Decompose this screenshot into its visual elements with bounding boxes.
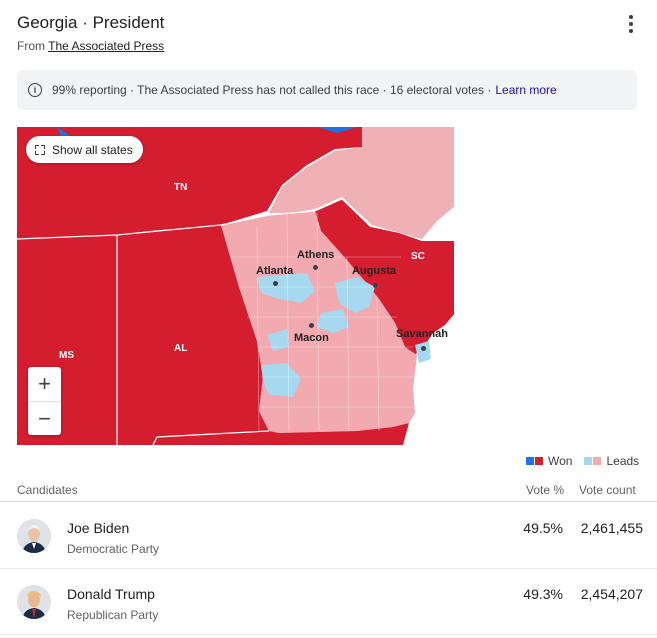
zoom-controls: + − — [28, 367, 61, 435]
legend-dem-leads-swatch — [584, 457, 593, 465]
vote-pct: 49.3% — [523, 586, 563, 602]
legend-leads-label: Leads — [606, 454, 640, 468]
source-link[interactable]: The Associated Press — [48, 39, 165, 53]
county-leads-dem — [257, 273, 431, 397]
city-macon-label: Macon — [294, 332, 329, 344]
city-dot-atlanta — [273, 281, 278, 286]
show-all-label: Show all states — [52, 142, 133, 157]
dot — [629, 29, 633, 33]
avatar — [17, 519, 51, 553]
expand-icon — [35, 144, 45, 155]
col-vote-count: Vote count — [579, 483, 636, 497]
source-prefix: From — [17, 39, 45, 53]
map-legend: Won Leads — [526, 454, 639, 468]
show-all-states-button[interactable]: Show all states — [26, 136, 143, 163]
city-atlanta: Atlanta — [256, 265, 293, 277]
col-candidates: Candidates — [17, 483, 78, 497]
map-svg — [17, 127, 454, 445]
zoom-out-button[interactable]: − — [28, 401, 61, 435]
col-vote-pct: Vote % — [526, 483, 565, 497]
legend-rep-won-swatch — [535, 457, 543, 465]
map-label-ms: MS — [59, 350, 74, 361]
legend-rep-leads-swatch — [593, 457, 602, 465]
more-options-button[interactable] — [620, 12, 642, 36]
county-borders — [231, 212, 413, 432]
info-icon: i — [28, 83, 42, 97]
city-augusta-label: Augusta — [352, 265, 396, 277]
city-augusta: Augusta — [352, 265, 396, 277]
page-title: Georgia · President — [17, 13, 165, 32]
city-dot-augusta — [373, 283, 378, 288]
legend-won-label: Won — [548, 454, 573, 468]
reporting-notice: i 99% reporting · The Associated Press h… — [17, 70, 637, 110]
candidate-name: Donald Trump — [67, 586, 155, 602]
table-header: Candidates Vote % Vote count — [0, 482, 657, 502]
candidate-name: Joe Biden — [67, 520, 130, 536]
city-dot-macon — [309, 323, 314, 328]
map-label-sc: SC — [411, 251, 425, 262]
legend-dem-won-swatch — [526, 457, 534, 465]
city-macon: Macon — [294, 332, 329, 344]
biden-photo-icon — [17, 519, 51, 553]
map-label-al: AL — [174, 343, 188, 354]
candidate-party: Republican Party — [67, 608, 159, 622]
candidate-row[interactable]: Donald Trump Republican Party 49.3% 2,45… — [0, 569, 657, 635]
city-savannah-label: Savannah — [396, 328, 448, 340]
state-borders — [17, 198, 372, 445]
state-nc — [269, 127, 454, 239]
dot — [629, 22, 633, 26]
city-dot-savannah — [421, 346, 426, 351]
source-line: From The Associated Press — [17, 39, 164, 53]
zoom-in-button[interactable]: + — [38, 371, 51, 396]
vote-count: 2,454,207 — [580, 586, 643, 602]
vote-count: 2,461,455 — [580, 520, 643, 536]
state-fl — [153, 423, 409, 445]
map-label-tn: TN — [174, 182, 188, 193]
city-atlanta-label: Atlanta — [256, 265, 294, 277]
city-athens: Athens — [297, 249, 334, 261]
candidate-row[interactable]: Joe Biden Democratic Party 49.5% 2,461,4… — [0, 503, 657, 569]
dot — [629, 15, 633, 19]
state-edge — [57, 127, 357, 141]
city-athens-label: Athens — [297, 249, 335, 261]
city-dot-athens — [313, 265, 318, 270]
city-savannah: Savannah — [396, 328, 448, 340]
election-map[interactable]: TN NC SC MS AL Athens Atlanta Augusta Ma… — [17, 127, 454, 445]
trump-photo-icon — [17, 585, 51, 619]
avatar — [17, 585, 51, 619]
candidate-party: Democratic Party — [67, 542, 160, 556]
vote-pct: 49.5% — [523, 520, 563, 536]
learn-more-link[interactable]: Learn more — [495, 83, 557, 97]
state-al — [117, 225, 269, 445]
state-sc — [315, 199, 454, 355]
notice-text: 99% reporting · The Associated Press has… — [52, 83, 492, 97]
